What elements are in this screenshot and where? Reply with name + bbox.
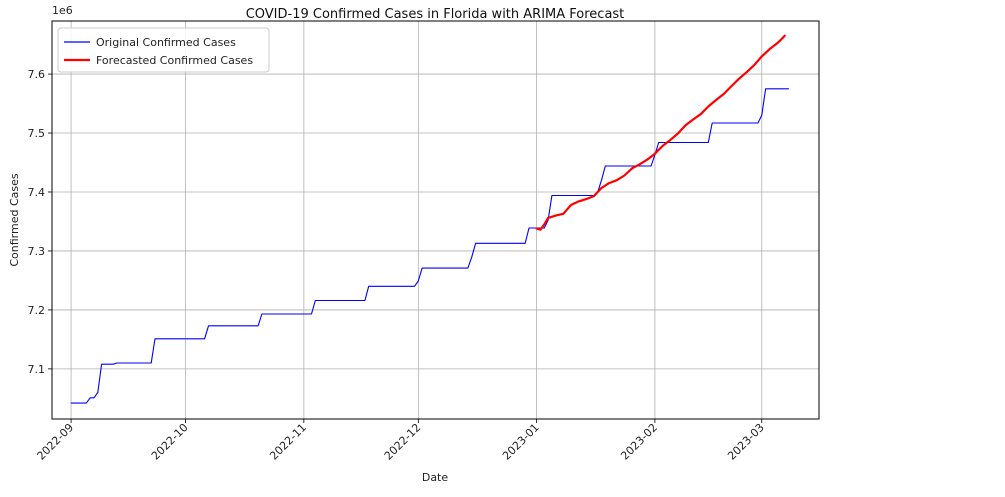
x-tick-label: 2023-01	[500, 421, 542, 463]
x-tick-label: 2023-03	[725, 421, 767, 463]
y-tick-label: 7.6	[28, 68, 46, 81]
plot-area-frame	[51, 20, 820, 420]
series-layer	[70, 34, 790, 404]
y-tick-label: 7.4	[28, 186, 46, 199]
series-line-forecast	[535, 34, 786, 231]
x-axis-label: Date	[422, 471, 449, 484]
y-tick-label: 7.5	[28, 127, 46, 140]
legend: Original Confirmed Cases Forecasted Conf…	[57, 27, 270, 73]
y-axis-label: Confirmed Cases	[8, 173, 21, 267]
x-tick-label: 2023-02	[618, 421, 660, 463]
y-tick-label: 7.2	[28, 304, 46, 317]
legend-entry-original: Original Confirmed Cases	[96, 36, 236, 49]
chart-title: COVID-19 Confirmed Cases in Florida with…	[246, 7, 625, 22]
grid-layer	[52, 21, 819, 419]
legend-box	[57, 27, 270, 73]
y-axis-offset-label: 1e6	[52, 4, 73, 17]
x-tick-label: 2022-09	[35, 421, 77, 463]
y-tick-label: 7.1	[28, 363, 46, 376]
tick-layer: 2022-09 2022-10 2022-11 2022-12 2023-01 2023-…	[28, 68, 767, 463]
legend-entry-forecast: Forecasted Confirmed Cases	[96, 54, 253, 67]
y-tick-label: 7.3	[28, 245, 46, 258]
x-tick-label: 2022-11	[267, 421, 309, 463]
x-tick-label: 2022-10	[149, 421, 191, 463]
series-line-original	[70, 88, 790, 404]
x-tick-label: 2022-12	[382, 421, 424, 463]
